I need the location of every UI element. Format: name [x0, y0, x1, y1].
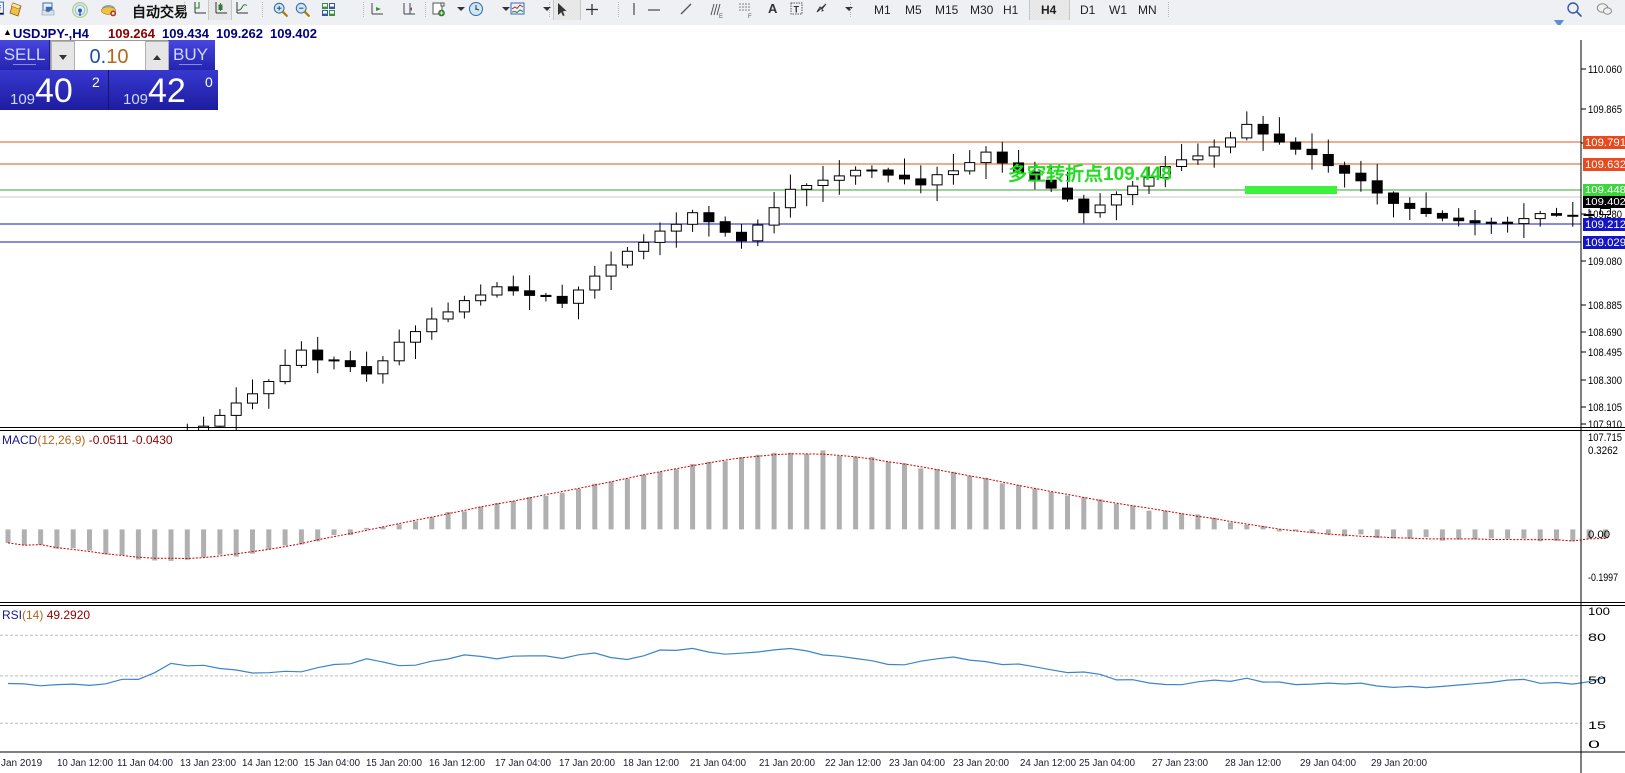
svg-text:0: 0	[1588, 739, 1600, 751]
svg-text:25 Jan 04:00: 25 Jan 04:00	[1079, 758, 1135, 769]
svg-text:17 Jan 04:00: 17 Jan 04:00	[495, 758, 551, 769]
svg-text:23 Jan 04:00: 23 Jan 04:00	[889, 758, 945, 769]
svg-text:21 Jan 20:00: 21 Jan 20:00	[759, 758, 815, 769]
svg-text:50: 50	[1588, 675, 1606, 687]
svg-text:15 Jan 20:00: 15 Jan 20:00	[366, 758, 422, 769]
svg-text:108.495: 108.495	[1588, 347, 1622, 359]
svg-text:Jan 2019: Jan 2019	[1, 758, 43, 769]
svg-text:27 Jan 23:00: 27 Jan 23:00	[1152, 758, 1208, 769]
svg-text:0.00: 0.00	[1588, 529, 1610, 541]
svg-text:22 Jan 12:00: 22 Jan 12:00	[825, 758, 881, 769]
svg-text:109.029: 109.029	[1585, 237, 1625, 249]
svg-text:110.060: 110.060	[1588, 64, 1622, 76]
svg-text:11 Jan 04:00: 11 Jan 04:00	[117, 758, 173, 769]
svg-text:109.080: 109.080	[1588, 256, 1622, 268]
svg-text:109.865: 109.865	[1588, 104, 1622, 116]
svg-text:T: T	[794, 5, 800, 15]
svg-text:109.448: 109.448	[1585, 184, 1625, 196]
svg-text:109.402: 109.402	[1585, 196, 1625, 208]
svg-text:15 Jan 04:00: 15 Jan 04:00	[304, 758, 360, 769]
svg-text:15: 15	[1588, 720, 1606, 732]
svg-text:F: F	[748, 14, 752, 19]
svg-text:21 Jan 04:00: 21 Jan 04:00	[690, 758, 746, 769]
svg-text:29 Jan 20:00: 29 Jan 20:00	[1371, 758, 1427, 769]
svg-text:13 Jan 23:00: 13 Jan 23:00	[180, 758, 236, 769]
svg-text:23 Jan 20:00: 23 Jan 20:00	[953, 758, 1009, 769]
svg-text:28 Jan 12:00: 28 Jan 12:00	[1225, 758, 1281, 769]
svg-text:16 Jan 12:00: 16 Jan 12:00	[429, 758, 485, 769]
svg-text:108.300: 108.300	[1588, 375, 1622, 387]
svg-text:E: E	[719, 14, 723, 19]
svg-text:14 Jan 12:00: 14 Jan 12:00	[242, 758, 298, 769]
svg-text:80: 80	[1588, 632, 1606, 644]
svg-text:0.3262: 0.3262	[1588, 445, 1618, 457]
svg-text:-0.1997: -0.1997	[1588, 572, 1618, 584]
svg-text:109.791: 109.791	[1585, 137, 1625, 149]
svg-text:多空转折点109.448: 多空转折点109.448	[1008, 162, 1172, 185]
svg-text:108.690: 108.690	[1588, 327, 1622, 339]
svg-text:10 Jan 12:00: 10 Jan 12:00	[57, 758, 113, 769]
svg-text:17 Jan 20:00: 17 Jan 20:00	[559, 758, 615, 769]
svg-text:108.105: 108.105	[1588, 402, 1622, 414]
svg-text:108.885: 108.885	[1588, 300, 1622, 312]
svg-text:109.632: 109.632	[1585, 159, 1625, 171]
svg-text:29 Jan 04:00: 29 Jan 04:00	[1300, 758, 1356, 769]
svg-text:109.212: 109.212	[1585, 219, 1625, 231]
svg-text:18 Jan 12:00: 18 Jan 12:00	[623, 758, 679, 769]
svg-text:24 Jan 12:00: 24 Jan 12:00	[1020, 758, 1076, 769]
